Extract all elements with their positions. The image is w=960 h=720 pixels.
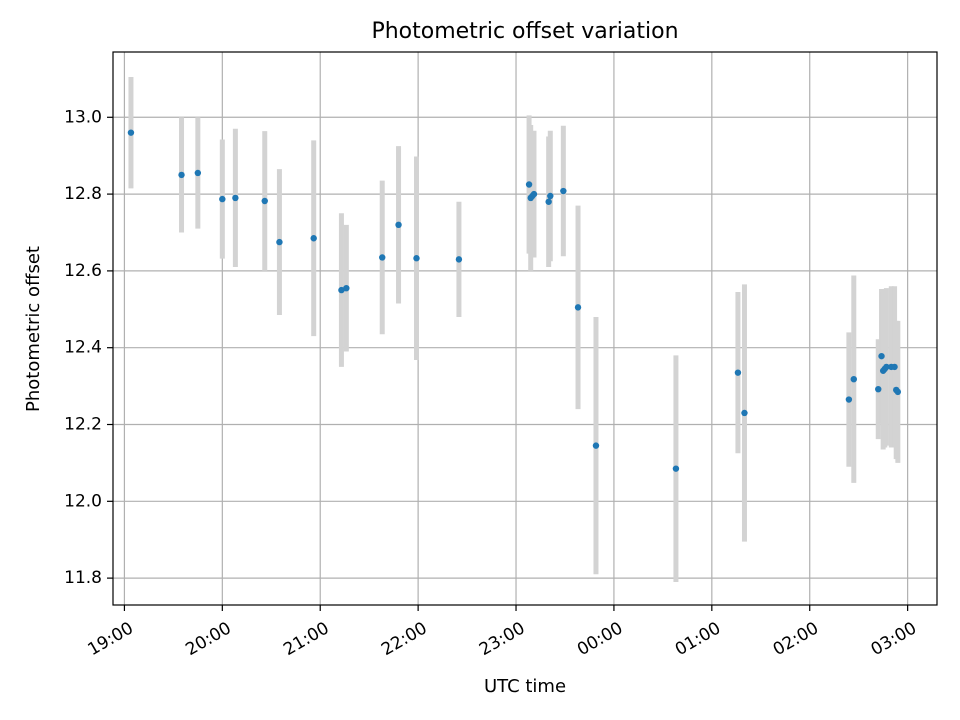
data-point bbox=[891, 363, 898, 371]
data-point bbox=[530, 190, 538, 198]
y-axis-ticks: 11.8 12.0 12.2 12.4 12.6 12.8 13.0 bbox=[64, 107, 113, 588]
x-tick-label: 22:00 bbox=[378, 618, 430, 660]
data-point bbox=[276, 238, 283, 246]
y-tick-label: 12.0 bbox=[64, 491, 102, 511]
data-point bbox=[455, 256, 463, 263]
data-points bbox=[127, 129, 902, 472]
x-tick-label: 01:00 bbox=[672, 618, 724, 660]
data-point bbox=[413, 255, 420, 262]
data-point bbox=[592, 442, 600, 449]
x-tick-label: 03:00 bbox=[868, 618, 920, 660]
y-tick-label: 12.6 bbox=[64, 261, 102, 281]
data-point bbox=[525, 181, 533, 188]
error-bars bbox=[128, 76, 901, 582]
data-point bbox=[338, 286, 345, 294]
data-point bbox=[219, 195, 226, 203]
y-tick-label: 11.8 bbox=[64, 568, 102, 588]
x-tick-label: 02:00 bbox=[770, 618, 822, 660]
x-tick-label: 19:00 bbox=[84, 618, 136, 660]
x-tick-label: 20:00 bbox=[182, 618, 234, 660]
data-point bbox=[232, 194, 239, 202]
data-point bbox=[194, 169, 202, 177]
data-point bbox=[875, 385, 882, 393]
y-axis-label: Photometric offset bbox=[23, 246, 44, 412]
y-tick-label: 12.8 bbox=[64, 184, 102, 204]
data-point bbox=[343, 284, 350, 292]
x-axis-ticks: 19:00 20:00 21:00 22:00 23:00 00:00 01:00 02:00… bbox=[84, 605, 920, 660]
data-point bbox=[379, 254, 386, 261]
data-point bbox=[310, 235, 317, 242]
x-tick-label: 00:00 bbox=[574, 618, 626, 660]
data-point bbox=[878, 352, 885, 360]
data-point bbox=[741, 409, 748, 417]
y-tick-label: 12.4 bbox=[64, 338, 102, 358]
data-point bbox=[672, 465, 680, 472]
data-point bbox=[894, 388, 902, 396]
data-point bbox=[261, 197, 268, 205]
data-point bbox=[850, 375, 857, 383]
data-point bbox=[734, 369, 742, 376]
plot-frame bbox=[112, 51, 938, 606]
y-tick-label: 13.0 bbox=[64, 107, 102, 127]
x-tick-label: 23:00 bbox=[476, 618, 528, 660]
x-tick-label: 21:00 bbox=[280, 618, 332, 660]
data-point bbox=[545, 198, 552, 205]
data-point bbox=[127, 129, 135, 136]
data-point bbox=[547, 192, 554, 200]
data-point bbox=[178, 171, 185, 179]
y-tick-label: 12.2 bbox=[64, 415, 102, 435]
chart-title: Photometric offset variation bbox=[371, 19, 678, 44]
data-point bbox=[560, 187, 567, 195]
x-axis-label: UTC time bbox=[484, 676, 566, 697]
data-point bbox=[395, 221, 402, 229]
data-point bbox=[883, 363, 890, 371]
data-point bbox=[845, 396, 853, 403]
data-point bbox=[574, 304, 582, 311]
grid bbox=[113, 52, 937, 605]
